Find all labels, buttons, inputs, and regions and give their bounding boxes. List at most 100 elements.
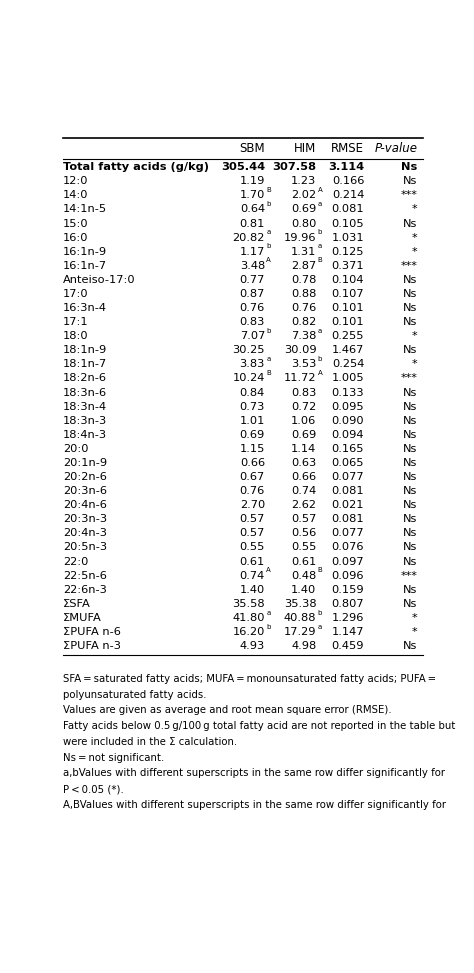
- Text: Ns: Ns: [403, 543, 418, 553]
- Text: 0.125: 0.125: [332, 247, 364, 257]
- Text: 307.58: 307.58: [273, 162, 316, 172]
- Text: 10.24: 10.24: [233, 374, 265, 383]
- Text: 0.255: 0.255: [332, 331, 364, 342]
- Text: 1.70: 1.70: [239, 191, 265, 200]
- Text: 7.07: 7.07: [239, 331, 265, 342]
- Text: 17:0: 17:0: [63, 289, 89, 299]
- Text: Ns: Ns: [403, 515, 418, 524]
- Text: 18:1n-9: 18:1n-9: [63, 345, 107, 355]
- Text: 0.165: 0.165: [332, 444, 364, 453]
- Text: Ns: Ns: [403, 486, 418, 496]
- Text: 0.55: 0.55: [291, 543, 316, 553]
- Text: 0.081: 0.081: [331, 486, 364, 496]
- Text: 1.296: 1.296: [332, 613, 364, 623]
- Text: 40.88: 40.88: [284, 613, 316, 623]
- Text: were included in the Σ calculation.: were included in the Σ calculation.: [63, 737, 237, 747]
- Text: 0.67: 0.67: [240, 472, 265, 482]
- Text: 16:1n-9: 16:1n-9: [63, 247, 107, 257]
- Text: 17:1: 17:1: [63, 317, 89, 327]
- Text: 2.70: 2.70: [240, 500, 265, 510]
- Text: A: A: [318, 370, 323, 377]
- Text: 16:0: 16:0: [63, 233, 89, 242]
- Text: 30.25: 30.25: [232, 345, 265, 355]
- Text: 18:4n-3: 18:4n-3: [63, 430, 107, 440]
- Text: SFA = saturated fatty acids; MUFA = monounsaturated fatty acids; PUFA =: SFA = saturated fatty acids; MUFA = mono…: [63, 674, 436, 684]
- Text: 14:0: 14:0: [63, 191, 89, 200]
- Text: 20.82: 20.82: [233, 233, 265, 242]
- Text: 16.20: 16.20: [233, 627, 265, 637]
- Text: 1.40: 1.40: [291, 585, 316, 595]
- Text: 1.031: 1.031: [331, 233, 364, 242]
- Text: 0.61: 0.61: [291, 557, 316, 566]
- Text: 16:3n-4: 16:3n-4: [63, 303, 107, 313]
- Text: 0.077: 0.077: [331, 528, 364, 538]
- Text: 0.74: 0.74: [291, 486, 316, 496]
- Text: 3.48: 3.48: [240, 261, 265, 270]
- Text: 0.84: 0.84: [240, 387, 265, 398]
- Text: 0.63: 0.63: [291, 458, 316, 468]
- Text: 0.096: 0.096: [332, 570, 364, 581]
- Text: 0.081: 0.081: [331, 204, 364, 214]
- Text: 1.17: 1.17: [239, 247, 265, 257]
- Text: 20:5n-3: 20:5n-3: [63, 543, 107, 553]
- Text: ***: ***: [401, 570, 418, 581]
- Text: 0.807: 0.807: [331, 598, 364, 609]
- Text: RMSE: RMSE: [331, 142, 364, 155]
- Text: ***: ***: [401, 191, 418, 200]
- Text: Ns: Ns: [403, 289, 418, 299]
- Text: 1.31: 1.31: [291, 247, 316, 257]
- Text: Ns: Ns: [403, 430, 418, 440]
- Text: 0.48: 0.48: [291, 570, 316, 581]
- Text: 7.38: 7.38: [291, 331, 316, 342]
- Text: 0.74: 0.74: [240, 570, 265, 581]
- Text: 0.64: 0.64: [240, 204, 265, 214]
- Text: 0.101: 0.101: [331, 303, 364, 313]
- Text: b: b: [266, 243, 271, 249]
- Text: ***: ***: [401, 374, 418, 383]
- Text: 1.23: 1.23: [291, 176, 316, 186]
- Text: 0.88: 0.88: [291, 289, 316, 299]
- Text: A,BValues with different superscripts in the same row differ significantly for: A,BValues with different superscripts in…: [63, 800, 446, 810]
- Text: 0.021: 0.021: [332, 500, 364, 510]
- Text: *: *: [412, 627, 418, 637]
- Text: 3.83: 3.83: [239, 359, 265, 370]
- Text: a: a: [318, 624, 322, 630]
- Text: B: B: [318, 258, 323, 264]
- Text: ΣMUFA: ΣMUFA: [63, 613, 102, 623]
- Text: 1.15: 1.15: [239, 444, 265, 453]
- Text: 1.147: 1.147: [332, 627, 364, 637]
- Text: *: *: [412, 359, 418, 370]
- Text: 0.69: 0.69: [240, 430, 265, 440]
- Text: 0.69: 0.69: [291, 430, 316, 440]
- Text: 1.005: 1.005: [331, 374, 364, 383]
- Text: b: b: [318, 230, 322, 235]
- Text: 22:0: 22:0: [63, 557, 88, 566]
- Text: Ns: Ns: [403, 345, 418, 355]
- Text: 18:2n-6: 18:2n-6: [63, 374, 107, 383]
- Text: Ns: Ns: [403, 585, 418, 595]
- Text: 2.87: 2.87: [291, 261, 316, 270]
- Text: Ns: Ns: [403, 500, 418, 510]
- Text: Ns: Ns: [403, 557, 418, 566]
- Text: 0.254: 0.254: [332, 359, 364, 370]
- Text: 0.081: 0.081: [331, 515, 364, 524]
- Text: 0.76: 0.76: [291, 303, 316, 313]
- Text: 0.73: 0.73: [239, 402, 265, 412]
- Text: *: *: [412, 331, 418, 342]
- Text: Ns: Ns: [403, 641, 418, 651]
- Text: 14:1n-5: 14:1n-5: [63, 204, 107, 214]
- Text: 0.56: 0.56: [291, 528, 316, 538]
- Text: Ns: Ns: [403, 387, 418, 398]
- Text: 2.02: 2.02: [291, 191, 316, 200]
- Text: 3.53: 3.53: [291, 359, 316, 370]
- Text: a: a: [266, 230, 271, 235]
- Text: 0.66: 0.66: [291, 472, 316, 482]
- Text: Ns = not significant.: Ns = not significant.: [63, 753, 164, 763]
- Text: 18:1n-7: 18:1n-7: [63, 359, 107, 370]
- Text: 18:0: 18:0: [63, 331, 89, 342]
- Text: 0.81: 0.81: [239, 219, 265, 229]
- Text: 0.101: 0.101: [331, 317, 364, 327]
- Text: b: b: [266, 201, 271, 207]
- Text: 0.371: 0.371: [331, 261, 364, 270]
- Text: 15:0: 15:0: [63, 219, 89, 229]
